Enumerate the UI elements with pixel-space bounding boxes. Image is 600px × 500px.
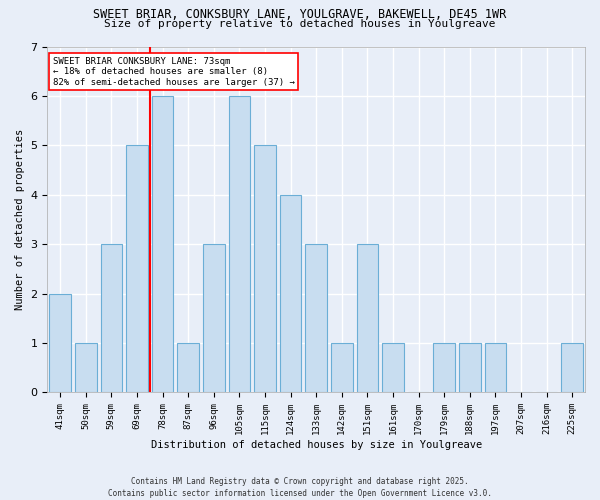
Bar xyxy=(75,343,97,392)
Bar xyxy=(152,96,173,392)
Bar xyxy=(280,195,301,392)
Bar xyxy=(382,343,404,392)
Text: Size of property relative to detached houses in Youlgreave: Size of property relative to detached ho… xyxy=(104,19,496,29)
Bar xyxy=(126,146,148,392)
Bar xyxy=(356,244,378,392)
Bar xyxy=(229,96,250,392)
Text: Contains HM Land Registry data © Crown copyright and database right 2025.
Contai: Contains HM Land Registry data © Crown c… xyxy=(108,476,492,498)
Y-axis label: Number of detached properties: Number of detached properties xyxy=(15,129,25,310)
Bar xyxy=(433,343,455,392)
Bar xyxy=(203,244,224,392)
Bar xyxy=(101,244,122,392)
Bar xyxy=(562,343,583,392)
Bar xyxy=(49,294,71,392)
X-axis label: Distribution of detached houses by size in Youlgreave: Distribution of detached houses by size … xyxy=(151,440,482,450)
Text: SWEET BRIAR CONKSBURY LANE: 73sqm
← 18% of detached houses are smaller (8)
82% o: SWEET BRIAR CONKSBURY LANE: 73sqm ← 18% … xyxy=(53,57,295,86)
Bar xyxy=(254,146,276,392)
Bar xyxy=(459,343,481,392)
Bar xyxy=(331,343,353,392)
Bar xyxy=(485,343,506,392)
Bar xyxy=(305,244,327,392)
Text: SWEET BRIAR, CONKSBURY LANE, YOULGRAVE, BAKEWELL, DE45 1WR: SWEET BRIAR, CONKSBURY LANE, YOULGRAVE, … xyxy=(94,8,506,20)
Bar xyxy=(178,343,199,392)
